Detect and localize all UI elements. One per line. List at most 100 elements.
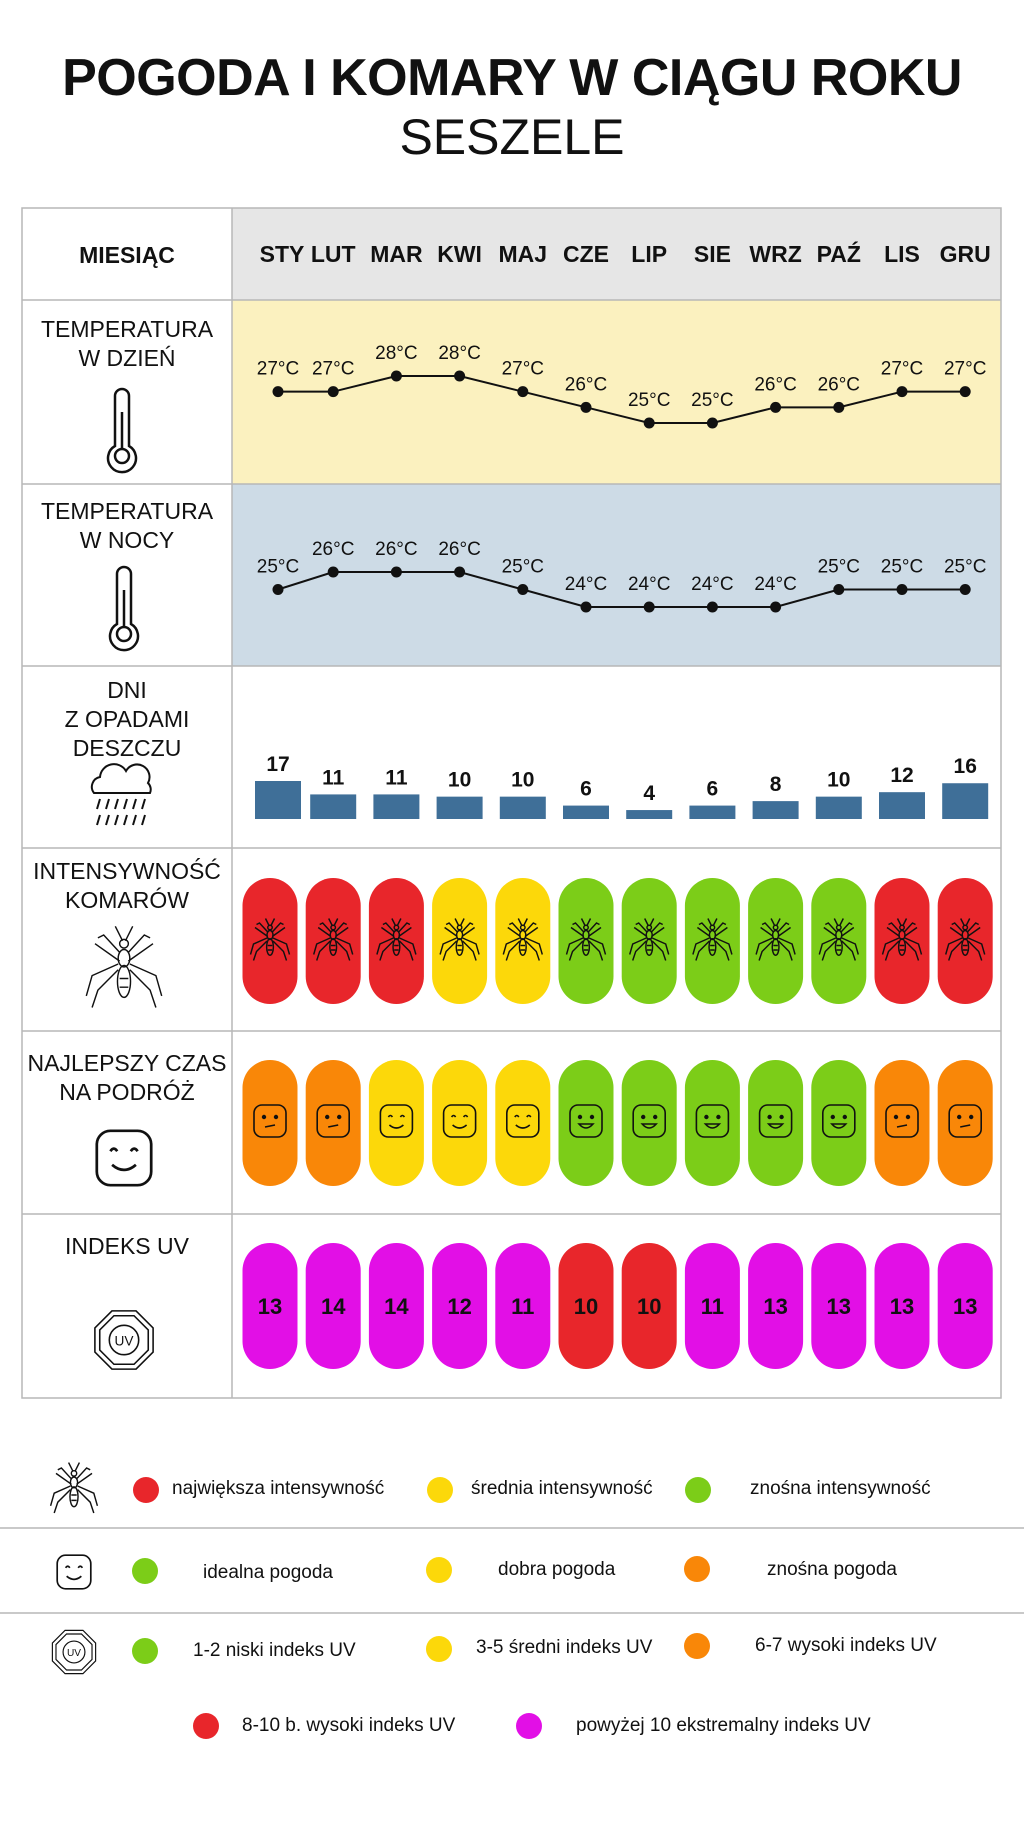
day-temp-label: TEMPERATURA W DZIEŃ xyxy=(22,315,232,373)
day-temp-point xyxy=(643,417,655,429)
mosquito-level-pill xyxy=(937,878,993,1004)
rain-bar xyxy=(563,805,609,819)
rain-bar xyxy=(373,794,420,819)
legend-uv-low: 1-2 niski indeks UV xyxy=(193,1640,356,1661)
month-label: WRZ xyxy=(749,241,801,267)
uv-level-pill xyxy=(874,1243,930,1369)
month-label: LIP xyxy=(631,241,667,267)
night-temp-label-line1: TEMPERATURA xyxy=(40,498,214,524)
legend-uv-extreme: powyżej 10 ekstremalny indeks UV xyxy=(576,1715,871,1736)
legend-mosquito-low: znośna intensywność xyxy=(750,1478,931,1499)
travel-label-line1: NAJLEPSZY CZAS xyxy=(27,1050,227,1076)
night-temp-point xyxy=(517,584,529,595)
legend-dot-yellow xyxy=(426,1557,452,1583)
rain-bar xyxy=(499,796,546,819)
mosquito-level-pill xyxy=(495,878,551,1004)
mosquito-level-pill xyxy=(558,878,614,1004)
uv-level-pill xyxy=(811,1243,867,1369)
night-temp-point xyxy=(833,584,845,595)
rain-value-label: 12 xyxy=(890,764,913,787)
mosquito-icon xyxy=(85,925,163,1008)
day-temp-point xyxy=(770,401,782,413)
page-subtitle: SESZELE xyxy=(399,109,625,165)
day-temp-value-label: 28°C xyxy=(375,343,417,364)
uv-value-label: 10 xyxy=(574,1294,598,1319)
mosquito-level-pill xyxy=(305,878,361,1004)
mosquito-label-line1: INTENSYWNOŚĆ xyxy=(33,858,221,884)
rain-cloud-icon xyxy=(90,763,152,826)
day-temp-value-label: 25°C xyxy=(691,390,733,411)
rain-value-label: 4 xyxy=(643,782,655,805)
day-temp-point xyxy=(272,386,284,398)
rain-bar xyxy=(626,810,673,819)
day-temp-value-label: 25°C xyxy=(628,390,670,411)
mosquito-level-pill xyxy=(874,878,930,1004)
legend-uv-medium: 3-5 średni indeks UV xyxy=(476,1637,653,1658)
travel-level-pill xyxy=(242,1060,298,1186)
mosquito-icon xyxy=(629,918,670,961)
smiley-icon xyxy=(695,1104,730,1138)
day-temp-value-label: 27°C xyxy=(881,359,923,380)
page-title: POGODA I KOMARY W CIĄGU ROKU xyxy=(62,49,962,107)
travel-label-line2: NA PODRÓŻ xyxy=(59,1079,195,1105)
legend-dot-magenta xyxy=(516,1713,542,1739)
mosquito-icon xyxy=(502,918,543,961)
mosquito-icon xyxy=(755,918,796,961)
month-label: STY xyxy=(260,241,305,267)
month-label: PAŹ xyxy=(817,240,861,267)
smiley-icon xyxy=(95,1129,153,1187)
mosquito-level-pill xyxy=(368,878,424,1004)
night-temp-value-label: 25°C xyxy=(257,557,299,578)
night-temp-value-label: 26°C xyxy=(375,539,417,560)
rain-bar xyxy=(942,783,989,819)
thermometer-icon xyxy=(108,565,140,652)
smiley-icon xyxy=(316,1104,351,1138)
rain-value-label: 10 xyxy=(448,769,471,792)
month-header-bg xyxy=(232,208,1001,300)
day-temp-value-label: 27°C xyxy=(502,359,544,380)
night-temp-point xyxy=(454,566,466,578)
legend-uv-high: 6-7 wysoki indeks UV xyxy=(755,1635,937,1656)
legend-mosquito-high: największa intensywność xyxy=(172,1478,385,1499)
month-header-label: MIESIĄC xyxy=(79,242,175,268)
smiley-icon xyxy=(821,1104,856,1138)
mosquito-icon xyxy=(818,918,859,961)
svg-text:UV: UV xyxy=(67,1648,81,1659)
mosquito-label-line2: KOMARÓW xyxy=(65,887,189,913)
smiley-icon xyxy=(758,1104,793,1138)
day-temp-point xyxy=(327,386,339,398)
mosquito-icon xyxy=(49,1462,99,1514)
svg-text:UV: UV xyxy=(115,1333,135,1348)
night-temp-point xyxy=(896,584,908,595)
day-temp-point xyxy=(580,401,592,413)
travel-level-pill xyxy=(432,1060,488,1186)
rain-value-label: 6 xyxy=(580,778,592,801)
night-temp-point xyxy=(272,584,284,595)
rain-label-line2: Z OPADAMI xyxy=(64,706,190,732)
mosquito-icon xyxy=(313,918,354,961)
night-temp-point xyxy=(643,601,655,613)
uv-level-pill xyxy=(684,1243,740,1369)
uv-value-label: 11 xyxy=(511,1294,534,1319)
month-label: KWI xyxy=(437,241,482,267)
travel-level-pill xyxy=(621,1060,677,1186)
legend-dot-red xyxy=(193,1713,219,1739)
travel-level-pill xyxy=(305,1060,361,1186)
rain-value-label: 8 xyxy=(770,773,782,796)
mosquito-icon xyxy=(881,918,923,961)
rain-bar xyxy=(752,801,799,819)
mosquito-level-pill xyxy=(432,878,488,1004)
day-temp-point xyxy=(454,370,466,382)
month-label: MAJ xyxy=(499,241,548,267)
uv-label-line1: INDEKS UV xyxy=(65,1233,189,1259)
uv-level-pill xyxy=(432,1243,488,1369)
uv-value-label: 13 xyxy=(827,1294,851,1319)
legend-travel-ideal: idealna pogoda xyxy=(203,1562,333,1583)
smiley-icon xyxy=(885,1104,919,1138)
uv-level-pill xyxy=(242,1243,298,1369)
mosquito-level-pill xyxy=(748,878,804,1004)
smiley-icon xyxy=(948,1104,983,1138)
mosquito-icon xyxy=(249,918,291,961)
uv-value-label: 13 xyxy=(953,1294,977,1319)
